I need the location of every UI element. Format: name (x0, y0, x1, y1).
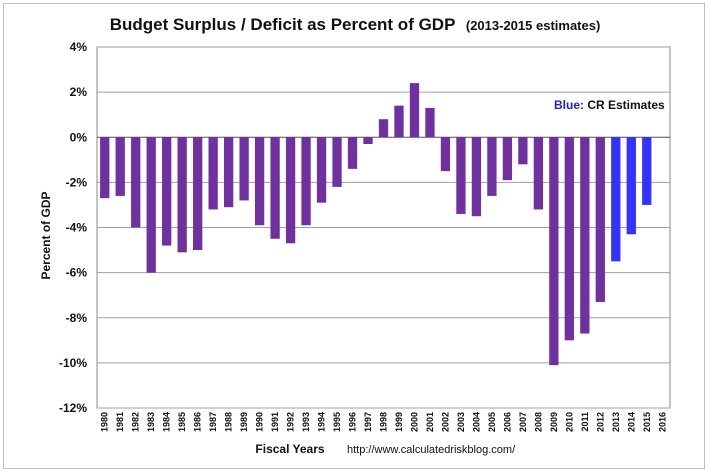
x-axis-label: Fiscal Years (255, 442, 324, 456)
y-tick-label: 4% (70, 40, 88, 54)
x-tick-label: 2012 (595, 412, 605, 432)
bar-2014 (626, 137, 636, 235)
bar-1982 (131, 137, 141, 228)
y-tick-label: -12% (59, 401, 87, 415)
x-tick-label: 1983 (146, 412, 156, 432)
x-tick-label: 1996 (348, 412, 358, 432)
x-tick-label: 2009 (549, 412, 559, 432)
x-tick-label: 1994 (317, 412, 327, 432)
bar-1984 (162, 137, 172, 246)
x-tick-label: 2004 (471, 412, 481, 432)
estimates-annotation: Blue: CR Estimates (554, 98, 665, 112)
source-url[interactable]: http://www.calculatedriskblog.com/ (347, 444, 516, 456)
bar-2001 (425, 107, 435, 138)
y-tick-label: -4% (66, 221, 88, 235)
x-tick-label: 1982 (131, 412, 141, 432)
x-tick-label: 2010 (564, 412, 574, 432)
x-tick-label: 1999 (394, 412, 404, 432)
bar-2004 (471, 137, 482, 217)
bar-2015 (642, 137, 652, 205)
y-tick-label: 2% (70, 85, 88, 99)
y-tick-labels: 4% 2% 0% -2% -4% -6% -8% -10% -12% (59, 40, 87, 415)
x-tick-label: 2016 (657, 412, 667, 432)
bar-1980 (100, 137, 110, 199)
x-tick-label: 1991 (270, 412, 280, 432)
x-tick-label: 1989 (239, 412, 249, 432)
bar-1996 (347, 137, 358, 169)
x-tick-label: 2008 (533, 412, 543, 432)
x-tick-label: 1986 (193, 412, 203, 432)
y-tick-label: -8% (66, 311, 88, 325)
chart-title-main: Budget Surplus / Deficit as Percent of G… (110, 15, 456, 34)
bars (100, 83, 652, 366)
x-tick-label: 1993 (301, 412, 311, 432)
x-tick-label: 1997 (363, 412, 373, 432)
bar-2010 (564, 137, 574, 341)
x-tick-label: 2002 (440, 412, 450, 432)
x-tick-label: 1985 (177, 412, 187, 432)
bar-1986 (193, 137, 203, 251)
y-axis-label: Percent of GDP (39, 191, 53, 279)
x-tick-label: 2007 (518, 412, 528, 432)
bar-1987 (208, 137, 218, 210)
bar-2008 (533, 137, 544, 210)
estimates-annotation-text: CR Estimates (584, 98, 665, 112)
bar-1981 (115, 137, 125, 196)
bar-2003 (456, 137, 466, 214)
x-tick-label: 1992 (286, 412, 296, 432)
bar-2013 (611, 137, 621, 262)
bar-1994 (316, 137, 327, 203)
x-tick-label: 2015 (642, 412, 652, 432)
y-tick-label: 0% (70, 130, 88, 144)
x-tick-label: 1988 (224, 412, 234, 432)
x-tick-label: 1981 (115, 412, 125, 432)
x-tick-label: 2014 (626, 412, 636, 432)
bar-1995 (332, 137, 342, 187)
x-tick-label: 1987 (208, 412, 218, 432)
x-tick-label: 2013 (611, 412, 621, 432)
estimates-annotation-prefix: Blue: (554, 98, 584, 112)
bar-2005 (487, 137, 497, 196)
chart-title-subtitle: (2013-2015 estimates) (466, 18, 600, 33)
x-tick-label: 2011 (580, 412, 590, 432)
bar-1989 (239, 137, 249, 201)
bar-1983 (146, 137, 156, 273)
y-tick-label: -6% (66, 266, 88, 280)
x-tick-label: 1998 (379, 412, 389, 432)
bar-1999 (394, 105, 404, 138)
bar-1998 (378, 119, 389, 138)
bar-1993 (301, 137, 311, 226)
x-tick-label: 2003 (456, 412, 466, 432)
bar-2007 (518, 137, 528, 165)
gridlines (96, 46, 671, 409)
x-tick-label: 1990 (255, 412, 265, 432)
bar-1992 (285, 137, 296, 244)
x-tick-label: 1984 (162, 412, 172, 432)
bar-1997 (363, 137, 373, 145)
bar-1988 (223, 137, 234, 208)
bar-2006 (502, 137, 513, 181)
y-tick-label: -2% (66, 175, 88, 189)
bar-1991 (270, 137, 280, 239)
y-tick-label: -10% (59, 356, 87, 370)
bar-2009 (549, 137, 559, 366)
x-tick-label: 2000 (410, 412, 420, 432)
x-tick-label: 2006 (502, 412, 512, 432)
x-tick-label: 1980 (100, 412, 110, 432)
bar-2000 (409, 83, 420, 138)
chart-title: Budget Surplus / Deficit as Percent of G… (110, 15, 601, 34)
bar-1990 (254, 137, 265, 226)
x-tick-label: 1995 (332, 412, 342, 432)
x-tick-label: 2005 (487, 412, 497, 432)
bar-1985 (177, 137, 187, 253)
bar-2012 (595, 137, 605, 302)
bar-2002 (440, 137, 451, 172)
bar-2011 (580, 137, 590, 334)
x-tick-labels: 1980 1981 1982 1983 1984 1985 1986 1987 1988 1989… (100, 412, 668, 432)
x-tick-label: 2001 (425, 412, 435, 432)
